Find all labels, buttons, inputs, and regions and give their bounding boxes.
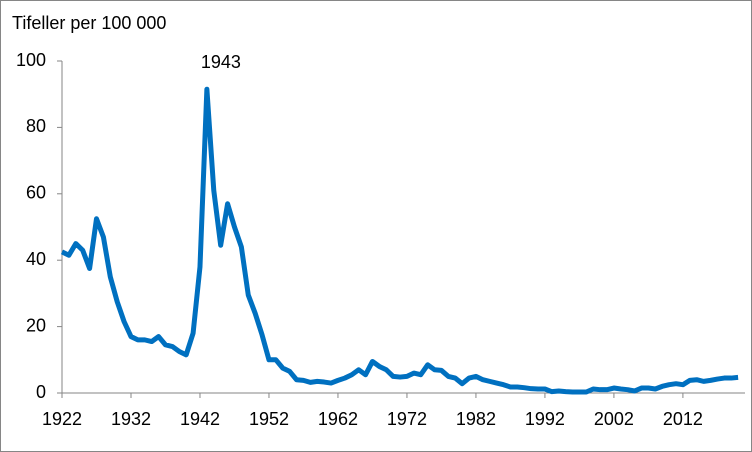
x-tick-label: 1922 [42, 409, 82, 429]
annotation: 1943 [201, 52, 241, 72]
x-tick-label: 1972 [387, 409, 427, 429]
y-tick-label: 0 [36, 382, 46, 402]
x-tick-label: 2012 [663, 409, 703, 429]
chart-title: Tifeller per 100 000 [12, 13, 166, 33]
x-tick-label: 1932 [111, 409, 151, 429]
x-tick-label: 2002 [594, 409, 634, 429]
x-tick-label: 1982 [456, 409, 496, 429]
y-tick-label: 40 [26, 249, 46, 269]
y-tick-label: 80 [26, 116, 46, 136]
y-tick-label: 20 [26, 315, 46, 335]
x-tick-label: 1952 [249, 409, 289, 429]
y-tick-label: 60 [26, 183, 46, 203]
data-line [60, 86, 739, 395]
x-tick-label: 1942 [180, 409, 220, 429]
x-tick-label: 1992 [525, 409, 565, 429]
x-tick-label: 1962 [318, 409, 358, 429]
y-tick-label: 100 [16, 50, 46, 70]
